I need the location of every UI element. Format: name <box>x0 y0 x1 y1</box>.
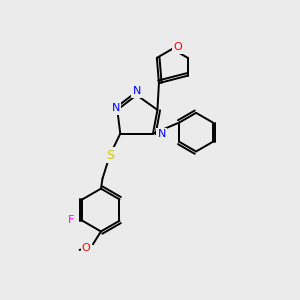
Text: S: S <box>106 148 114 162</box>
Text: N: N <box>158 129 166 139</box>
Text: O: O <box>173 43 182 52</box>
Text: O: O <box>82 243 91 253</box>
Text: F: F <box>68 215 74 225</box>
Text: N: N <box>112 103 120 113</box>
Text: N: N <box>132 86 141 96</box>
